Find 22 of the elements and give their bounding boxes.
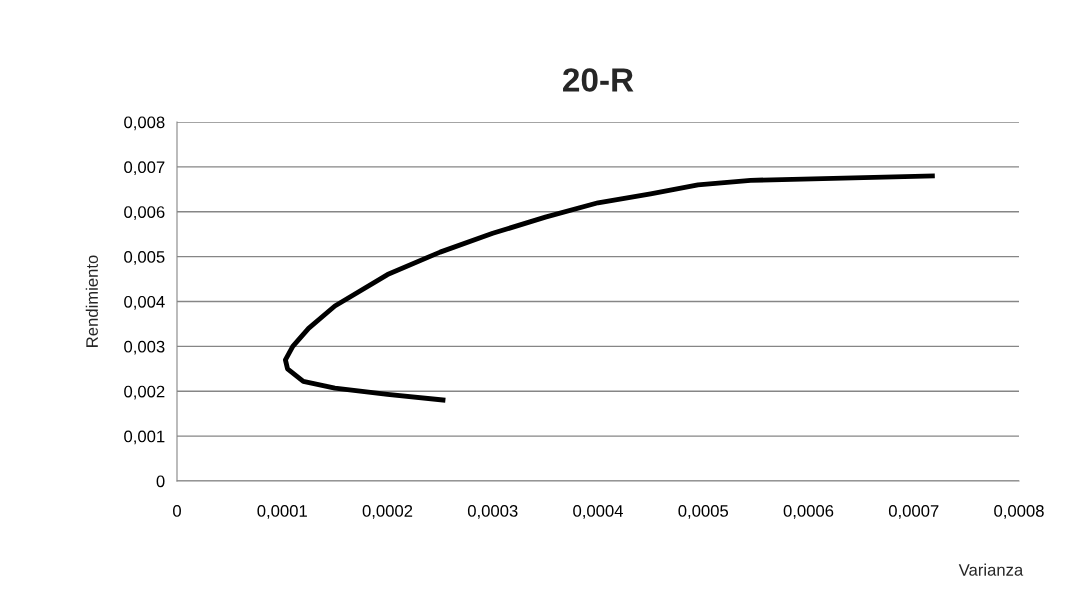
x-tick-label: 0,0005 bbox=[678, 505, 729, 519]
x-tick-label: 0,0001 bbox=[257, 505, 307, 519]
line-series bbox=[282, 173, 938, 403]
x-tick-label: 0 bbox=[173, 505, 181, 517]
y-tick-label: 0,007 bbox=[124, 161, 165, 176]
y-tick-label: 0,004 bbox=[124, 295, 165, 310]
x-axis-title: Varianza bbox=[958, 563, 1024, 576]
x-tick-label: 0,0007 bbox=[888, 505, 939, 519]
y-tick-label: 0,001 bbox=[124, 430, 165, 445]
y-tick-label: 0,006 bbox=[124, 206, 165, 220]
x-tick-label: 0,0002 bbox=[362, 505, 413, 519]
x-tick-label: 0,0003 bbox=[467, 505, 518, 519]
y-tick-label: 0,005 bbox=[124, 251, 165, 265]
x-tick-label: 0,0006 bbox=[783, 505, 834, 519]
y-tick-label: 0,002 bbox=[124, 385, 165, 400]
chart-title: 20-R bbox=[563, 68, 634, 92]
y-tick-label: 0 bbox=[156, 475, 165, 488]
x-tick-label: 0,0004 bbox=[573, 505, 623, 519]
y-tick-label: 0,003 bbox=[124, 340, 165, 355]
y-tick-label: 0,008 bbox=[124, 116, 165, 131]
x-tick-label: 0,0008 bbox=[994, 505, 1044, 519]
y-axis-title: Rendimiento bbox=[85, 255, 98, 347]
